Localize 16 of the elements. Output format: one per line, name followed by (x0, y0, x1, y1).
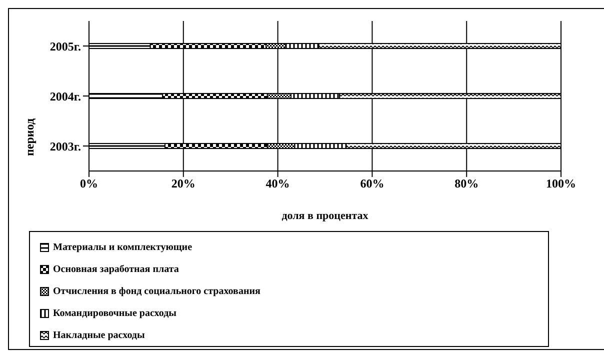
y-tick-label: 2005г. (50, 39, 81, 54)
legend-label: Материалы и комплектующие (53, 242, 192, 252)
y-tick-label: 2003г. (50, 139, 81, 154)
y-tick-label: 2004г. (50, 89, 81, 104)
x-tick-label: 40% (266, 176, 290, 191)
legend-label: Основная заработная плата (53, 264, 179, 274)
legend-label: Командировочные расходы (53, 308, 176, 318)
x-tick-label: 80% (454, 176, 479, 191)
x-tick-label: 20% (171, 176, 196, 191)
y-axis-title: период (22, 118, 36, 156)
x-tick-label: 60% (360, 176, 384, 191)
x-axis-title: доля в процентах (282, 210, 369, 222)
legend-label: Отчисления в фонд социального страхования (53, 286, 260, 296)
legend-label: Накладные расходы (53, 330, 145, 340)
x-tick-label: 100% (546, 176, 576, 191)
x-tick-label: 0% (80, 176, 98, 191)
